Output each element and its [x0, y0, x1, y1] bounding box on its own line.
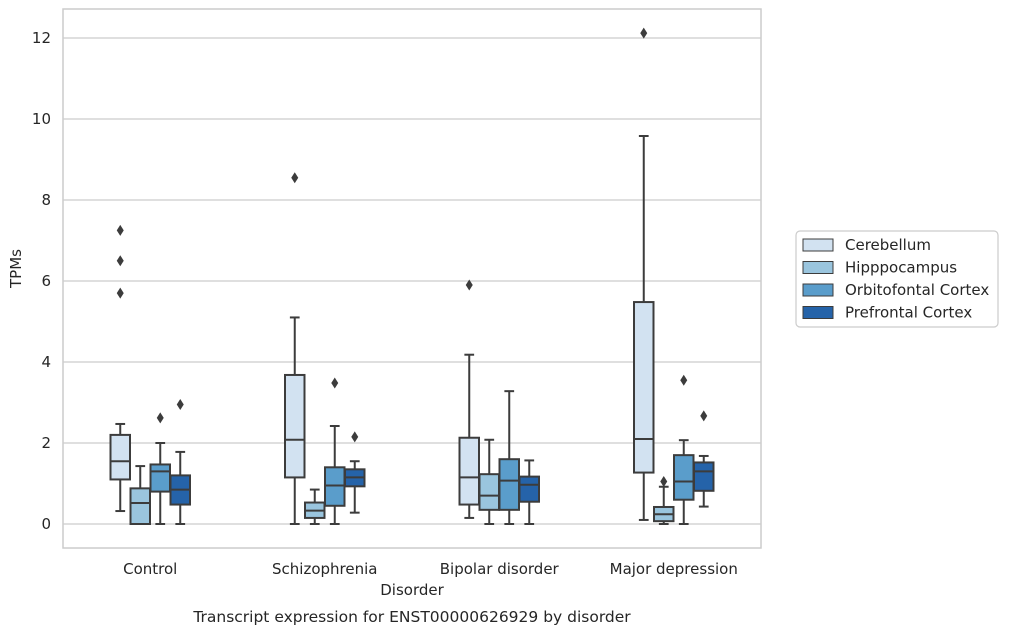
y-axis-label: TPMs: [7, 249, 25, 289]
chart-caption: Transcript expression for ENST0000062692…: [192, 608, 631, 626]
box-0-3: [169, 399, 191, 525]
box-3-3: [693, 410, 715, 508]
y-tick-label: 0: [41, 515, 51, 533]
outlier-point: [116, 255, 124, 267]
legend-swatch: [802, 283, 834, 297]
outlier-point: [351, 431, 359, 443]
outlier-point: [660, 475, 668, 487]
outlier-point: [176, 399, 184, 411]
box-iqr: [129, 487, 151, 525]
outlier-point: [680, 374, 688, 386]
outlier-point: [291, 172, 299, 184]
outlier-point: [116, 224, 124, 236]
box-iqr: [324, 466, 346, 507]
box-1-0: [284, 172, 306, 525]
x-tick-label: Bipolar disorder: [440, 560, 560, 578]
legend: Cerebellum Hipppocampus Orbitofontal Corte…: [795, 230, 999, 328]
box-iqr: [498, 458, 520, 511]
y-tick-label: 12: [32, 29, 51, 47]
outlier-point: [116, 287, 124, 299]
box-0-0: [109, 224, 131, 513]
box-iqr: [284, 373, 306, 479]
box-2-1: [478, 438, 500, 525]
legend-label: Hipppocampus: [845, 259, 957, 277]
legend-swatch: [802, 261, 834, 274]
box-1-2: [324, 377, 346, 525]
y-tick-label: 6: [41, 272, 51, 290]
outlier-point: [331, 377, 339, 389]
box-0-2: [149, 412, 171, 525]
box-3-0: [633, 27, 655, 521]
x-tick-label: Major depression: [610, 560, 738, 578]
legend-swatch: [802, 306, 834, 319]
box-0-1: [129, 465, 151, 525]
legend-label: Cerebellum: [845, 236, 931, 254]
y-tick-label: 10: [32, 110, 51, 128]
x-axis-label: Disorder: [380, 581, 444, 599]
legend-label: Orbitofontal Cortex: [845, 281, 989, 299]
box-iqr: [458, 436, 480, 506]
box-iqr: [633, 301, 655, 474]
y-tick-label: 8: [41, 191, 51, 209]
plot-frame: [62, 8, 762, 549]
legend-frame: [795, 230, 999, 328]
outlier-point: [465, 279, 473, 291]
x-tick-label: Schizophrenia: [272, 560, 377, 578]
box-3-2: [673, 374, 695, 525]
box-2-0: [458, 279, 480, 519]
legend-swatch: [802, 238, 834, 252]
box-iqr: [109, 433, 131, 481]
box-iqr: [693, 461, 715, 492]
outlier-point: [640, 27, 648, 39]
x-tick-label: Control: [123, 560, 177, 578]
box-2-2: [498, 390, 520, 525]
legend-label: Prefrontal Cortex: [845, 304, 972, 322]
outlier-point: [156, 412, 164, 424]
y-tick-label: 2: [41, 434, 51, 452]
y-tick-label: 4: [41, 353, 51, 371]
box-iqr: [673, 454, 695, 501]
box-iqr: [478, 473, 500, 511]
box-3-1: [653, 475, 675, 525]
box-2-3: [518, 459, 540, 525]
box-1-1: [304, 488, 326, 525]
box-1-3: [344, 431, 366, 514]
outlier-point: [700, 410, 708, 422]
box-iqr: [149, 463, 171, 493]
box-iqr: [518, 475, 540, 503]
